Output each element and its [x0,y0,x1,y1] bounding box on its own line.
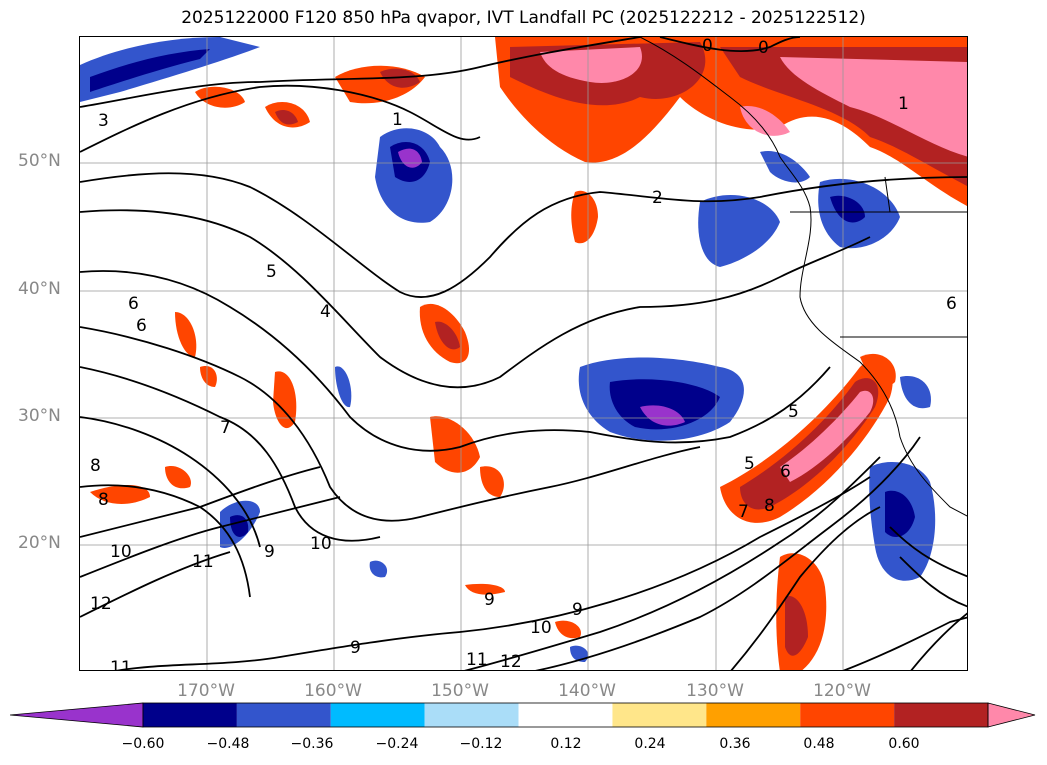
contour-label: 8 [98,490,109,510]
contour-label: 7 [220,418,231,438]
map-title: 2025122000 F120 850 hPa qvapor, IVT Land… [181,8,866,28]
contour-label: 1 [392,110,403,130]
contour-labels: 0 0 1 1 2 3 4 5 5 5 6 6 6 6 7 7 8 8 8 9 … [90,37,957,671]
contour-label: 5 [266,262,277,282]
contour-label: 11 [110,658,132,671]
contour-label: 11 [192,552,214,572]
colorbar-tick: −0.48 [206,736,250,752]
colorbar-tick: 0.36 [719,736,751,752]
map-canvas: 0 0 1 1 2 3 4 5 5 5 6 6 6 6 7 7 8 8 8 9 … [80,37,967,671]
colorbar-cell [706,703,801,727]
shade-blue-nw [80,37,260,102]
lon-label: 160°W [304,681,362,701]
contour-label: 6 [136,316,147,336]
contour-label: 2 [652,188,663,208]
lat-label: 50°N [18,151,61,171]
lon-label: 170°W [177,681,235,701]
lon-label: 140°W [558,681,616,701]
contour-label: 10 [530,618,552,638]
contour-label: 10 [110,542,132,562]
colorbar-cell [330,703,425,727]
colorbar-tick: −0.12 [459,736,503,752]
contour-label: 0 [758,38,769,58]
colorbar-tick: −0.24 [375,736,419,752]
map-panel[interactable]: 0 0 1 1 2 3 4 5 5 5 6 6 6 6 7 7 8 8 8 9 … [79,36,968,671]
contour-label: 10 [310,534,332,554]
contour-label: 1 [898,94,909,114]
contour-label: 3 [98,111,109,131]
contour-label: 0 [702,37,713,56]
colorbar-cell [424,703,519,727]
colorbar-cell [800,703,895,727]
lon-label: 150°W [431,681,489,701]
colorbar-extend-left [10,702,144,728]
colorbar-cell [518,703,613,727]
colorbar-extend-right [987,702,1036,728]
contour-label: 11 [466,650,488,670]
colorbar [10,702,1036,728]
contour-label: 6 [780,462,791,482]
contour-label: 7 [738,502,749,522]
lat-label: 40°N [18,279,61,299]
lat-label: 30°N [18,406,61,426]
contour-label: 12 [500,652,522,671]
contour-label: 9 [484,590,495,610]
contour-label: 8 [764,496,775,516]
colorbar-tick: 0.24 [634,736,666,752]
ivt-contours [80,37,967,670]
colorbar-tick: −0.60 [121,736,165,752]
contour-label: 9 [350,638,361,658]
lat-label: 20°N [18,533,61,553]
colorbar-border [142,702,989,728]
contour-label: 6 [128,294,139,314]
colorbar-tick: −0.36 [290,736,334,752]
colorbar-tick: 0.60 [888,736,920,752]
contour-label: 5 [788,402,799,422]
shading-layer [80,37,967,670]
colorbar-tick: 0.48 [803,736,835,752]
lon-label: 120°W [813,681,871,701]
colorbar-cell [894,703,988,727]
contour-label: 4 [320,302,331,322]
contour-label: 9 [572,600,583,620]
contour-label: 6 [946,294,957,314]
graticule [80,37,967,670]
colorbar-cell [236,703,331,727]
contour-label: 12 [90,594,112,614]
colorbar-cells [10,702,1036,728]
colorbar-cell [612,703,707,727]
contour-label: 8 [90,456,101,476]
lon-label: 130°W [686,681,744,701]
colorbar-tick: 0.12 [550,736,582,752]
contour-label: 9 [264,542,275,562]
contour-label: 5 [744,454,755,474]
colorbar-cell [143,703,237,727]
